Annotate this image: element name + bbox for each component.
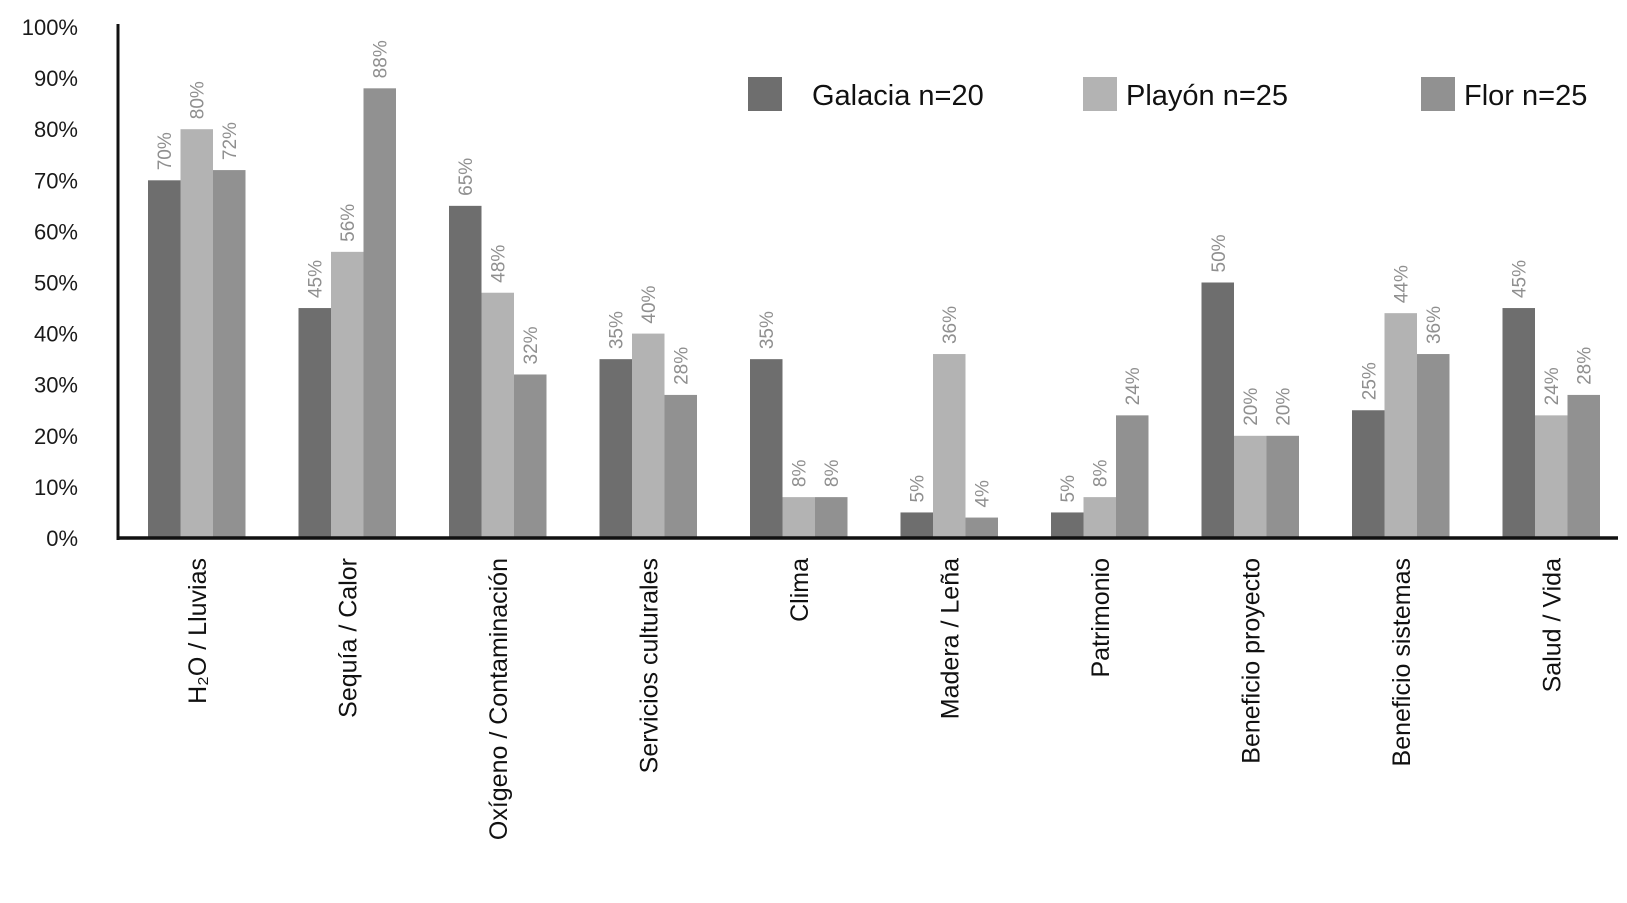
bar <box>1535 415 1568 538</box>
data-label: 28% <box>672 347 693 385</box>
bar <box>148 180 181 539</box>
bar <box>363 88 396 538</box>
x-tick-label: Servicios culturales <box>635 558 663 773</box>
data-label: 88% <box>371 40 392 78</box>
y-tick-label: 100% <box>22 15 78 40</box>
bar <box>331 251 364 538</box>
data-label: 36% <box>1424 306 1445 344</box>
bar <box>965 517 998 538</box>
x-tick-label: Madera / Leña <box>936 558 964 719</box>
bar <box>815 497 848 538</box>
legend-label: Galacia n=20 <box>812 80 984 112</box>
data-label: 45% <box>1510 260 1531 298</box>
data-label: 80% <box>188 81 209 119</box>
x-tick-label: H₂O / Lluvias <box>184 558 212 704</box>
bar <box>900 512 933 538</box>
x-tick-label: Sequía / Calor <box>334 558 362 718</box>
data-label: 48% <box>489 245 510 283</box>
data-label: 8% <box>1091 460 1112 488</box>
data-label: 5% <box>908 475 929 503</box>
x-tick-label: Oxígeno / Contaminación <box>485 558 513 840</box>
x-tick-label: Salud / Vida <box>1538 558 1566 692</box>
legend-swatch <box>1083 77 1117 111</box>
data-label: 4% <box>973 480 994 508</box>
y-tick-label: 70% <box>34 168 78 193</box>
y-tick-label: 80% <box>34 117 78 142</box>
data-label: 20% <box>1241 388 1262 426</box>
data-label: 65% <box>456 158 477 196</box>
bar <box>449 205 482 538</box>
data-label: 40% <box>639 285 660 323</box>
bar <box>1083 497 1116 538</box>
bar <box>599 359 632 538</box>
data-label: 35% <box>757 311 778 349</box>
data-label: 25% <box>1359 362 1380 400</box>
data-label: 44% <box>1392 265 1413 303</box>
bar <box>750 359 783 538</box>
bar <box>1234 435 1267 538</box>
data-label: 32% <box>521 326 542 364</box>
legend-label: Flor n=25 <box>1464 80 1587 112</box>
bar <box>1502 308 1535 538</box>
legend-swatch <box>1421 77 1455 111</box>
y-tick-label: 0% <box>46 526 78 551</box>
y-tick-label: 10% <box>34 475 78 500</box>
legend-label: Playón n=25 <box>1126 80 1288 112</box>
bar <box>213 170 246 538</box>
data-label: 24% <box>1542 367 1563 405</box>
bar <box>514 374 547 538</box>
x-tick-label: Beneficio sistemas <box>1388 558 1416 766</box>
y-tick-label: 60% <box>34 219 78 244</box>
x-tick-labels-group: H₂O / Lluvias Sequía / Calor Oxígeno / Con… <box>184 558 1567 840</box>
legend-swatch <box>748 77 782 111</box>
bar <box>298 308 331 538</box>
data-label: 20% <box>1274 388 1295 426</box>
x-tick-label: Clima <box>786 558 814 622</box>
data-label: 35% <box>607 311 628 349</box>
data-label: 28% <box>1575 347 1596 385</box>
bar <box>481 292 514 538</box>
x-tick-label: Patrimonio <box>1087 558 1115 678</box>
bar <box>1116 415 1149 538</box>
y-tick-label: 40% <box>34 322 78 347</box>
y-tick-labels-group: 0% 10% 20% 30% 40% 50% 60% 70% 80% 90% 100% <box>22 15 78 551</box>
data-label: 24% <box>1123 367 1144 405</box>
data-label: 50% <box>1209 234 1230 272</box>
bar <box>664 394 697 538</box>
bar <box>1567 394 1600 538</box>
bar <box>1051 512 1084 538</box>
data-label: 8% <box>822 460 843 488</box>
bar <box>632 333 665 538</box>
bar <box>1352 410 1385 538</box>
y-tick-label: 90% <box>34 66 78 91</box>
data-label: 36% <box>940 306 961 344</box>
y-tick-label: 30% <box>34 373 78 398</box>
legend: Galacia n=20 Playón n=25 Flor n=25 <box>748 77 1587 112</box>
data-label: 5% <box>1058 475 1079 503</box>
bars-group <box>148 88 1600 539</box>
data-label: 72% <box>220 122 241 160</box>
data-label: 8% <box>790 460 811 488</box>
y-tick-label: 20% <box>34 424 78 449</box>
bar <box>933 354 966 538</box>
x-tick-label: Beneficio proyecto <box>1237 558 1265 764</box>
bar <box>1201 282 1234 538</box>
bar <box>1417 354 1450 538</box>
bar <box>782 497 815 538</box>
bar <box>1384 313 1417 538</box>
data-labels-group: 70% 80% 72% 45% 56% 88% 65% 48% 32% 35% 40% 28% 35% 8… <box>155 40 1596 507</box>
data-label: 70% <box>155 132 176 170</box>
data-label: 45% <box>306 260 327 298</box>
axes-group <box>116 24 1618 540</box>
data-label: 56% <box>338 204 359 242</box>
y-tick-label: 50% <box>34 271 78 296</box>
bar <box>1266 435 1299 538</box>
bar <box>180 129 213 538</box>
